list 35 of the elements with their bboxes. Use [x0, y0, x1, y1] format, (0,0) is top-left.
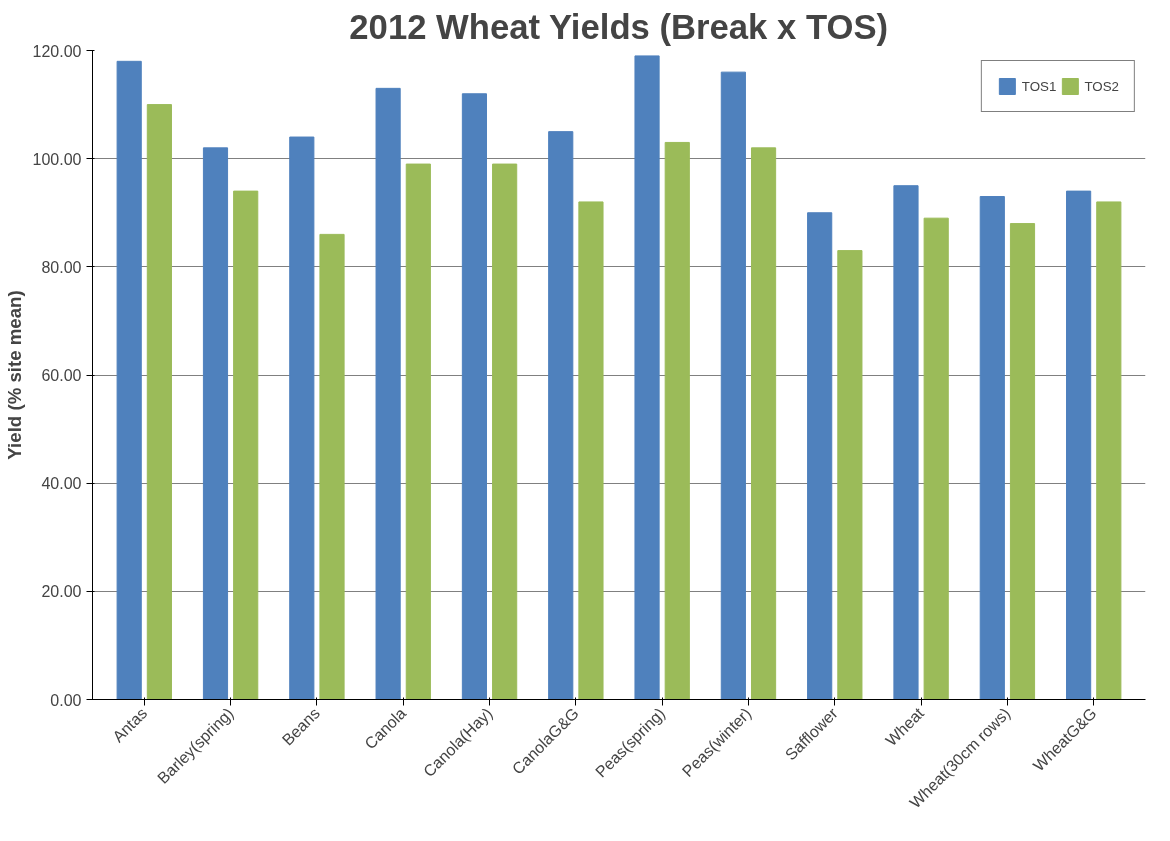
legend-label: TOS2 [1084, 78, 1119, 94]
bar [461, 93, 488, 700]
bar [750, 147, 777, 700]
bar [923, 217, 949, 700]
y-tick-label: 60.00 [41, 367, 82, 384]
bar [405, 163, 431, 700]
bar [807, 212, 833, 700]
bar [1009, 223, 1036, 700]
y-tick-label: 40.00 [41, 475, 82, 493]
bar [720, 71, 746, 700]
bar [202, 147, 229, 700]
bar [548, 131, 574, 700]
legend-label: TOS1 [1021, 78, 1057, 94]
y-tick-label: 80.00 [41, 258, 82, 276]
bar [116, 60, 142, 700]
y-axis-title: Yield (% site mean) [3, 290, 25, 460]
bar [375, 87, 401, 700]
bar [634, 55, 660, 700]
bar [1066, 190, 1092, 700]
bar [146, 104, 172, 700]
bar [319, 233, 345, 700]
y-tick-label: 20.00 [41, 583, 82, 601]
bar [837, 250, 863, 700]
bar [578, 201, 604, 700]
bar [664, 141, 690, 700]
y-tick-label: 100.00 [32, 150, 82, 168]
bar [1096, 201, 1122, 700]
bar [233, 190, 259, 700]
bar [893, 185, 919, 700]
bar [979, 196, 1005, 700]
chart-title: 2012 Wheat Yields (Break x TOS) [349, 7, 889, 46]
bar [492, 163, 518, 700]
y-tick-label: 0.00 [50, 691, 82, 709]
y-tick-label: 120.00 [32, 42, 82, 60]
bar [289, 136, 315, 700]
